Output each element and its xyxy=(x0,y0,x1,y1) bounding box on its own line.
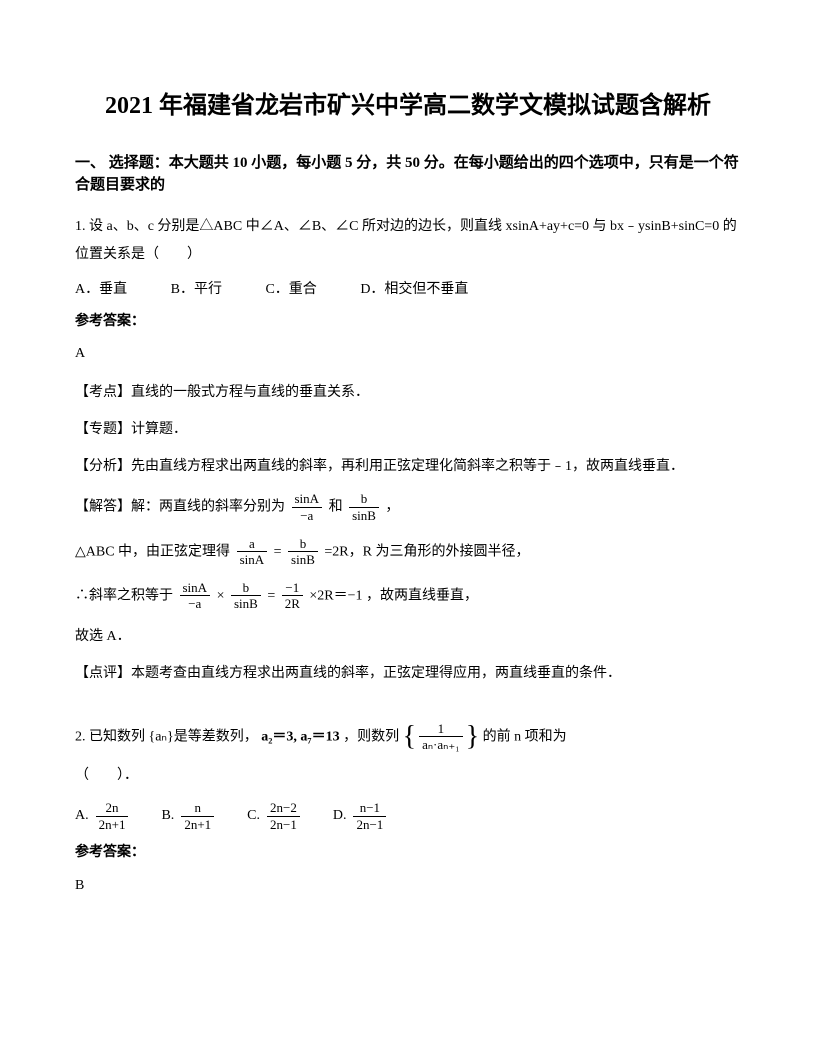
option-2d: D. n−1 2n−1 xyxy=(333,800,389,832)
fraction-a-sina: a sinA xyxy=(237,536,268,568)
analysis-topic: 【专题】计算题． xyxy=(75,417,741,442)
sequence-braces: { 1 aₙ·aₙ₊₁ } xyxy=(403,721,480,753)
fraction-b-sinb: b sinB xyxy=(288,536,318,568)
q2-suffix: 的前 n 项和为 xyxy=(483,729,567,744)
sequence-fraction: 1 aₙ·aₙ₊₁ xyxy=(419,721,463,753)
solve-mid: 和 xyxy=(329,500,343,515)
question-2-options: A. 2n 2n+1 B. n 2n+1 C. 2n−2 2n−1 D. n−1… xyxy=(75,800,741,832)
slope-line: ∴斜率之积等于 sinA −a × b sinB = −1 2R ×2R＝−1 … xyxy=(75,580,741,612)
answer-value-1: A xyxy=(75,343,741,365)
q2-condition: a₂＝3, a₇＝13 xyxy=(261,729,339,744)
answer-label-2: 参考答案： xyxy=(75,842,741,864)
analysis-text: 【分析】先由直线方程求出两直线的斜率，再利用正弦定理化简斜率之积等于﹣1，故两直… xyxy=(75,454,741,479)
slope-prefix: ∴斜率之积等于 xyxy=(75,588,173,603)
option-a: A．垂直 xyxy=(75,279,127,301)
answer-value-2: B xyxy=(75,875,741,897)
equals-sign: = xyxy=(274,544,282,559)
answer-label-1: 参考答案： xyxy=(75,311,741,333)
option-d: D．相交但不垂直 xyxy=(360,279,468,301)
times-1: × xyxy=(217,588,225,603)
analysis-point: 【考点】直线的一般式方程与直线的垂直关系． xyxy=(75,380,741,405)
page-title: 2021 年福建省龙岩市矿兴中学高二数学文模拟试题含解析 xyxy=(75,90,741,124)
option-b: B．平行 xyxy=(171,279,222,301)
option-2a: A. 2n 2n+1 xyxy=(75,800,131,832)
fraction-slope-3: −1 2R xyxy=(282,580,303,612)
question-2-text: 2. 已知数列 {aₙ}是等差数列， a₂＝3, a₇＝13 ，则数列 { 1 … xyxy=(75,721,741,753)
question-1-text: 1. 设 a、b、c 分别是△ABC 中∠A、∠B、∠C 所对边的边长，则直线 … xyxy=(75,213,741,269)
fraction-sinb: b sinB xyxy=(349,491,379,523)
abc-line: △ABC 中，由正弦定理得 a sinA = b sinB =2R，R 为三角形… xyxy=(75,536,741,568)
fraction-slope-2: b sinB xyxy=(231,580,261,612)
fraction-sina: sinA −a xyxy=(292,491,323,523)
fraction-slope-1: sinA −a xyxy=(180,580,211,612)
abc-suffix: =2R，R 为三角形的外接圆半径， xyxy=(324,544,529,559)
solve-line-1: 【解答】解：两直线的斜率分别为 sinA −a 和 b sinB ， xyxy=(75,491,741,523)
equals-2: = xyxy=(267,588,275,603)
q2-paren: （ ）． xyxy=(75,763,741,788)
option-2c: C. 2n−2 2n−1 xyxy=(247,800,303,832)
section-header: 一、 选择题：本大题共 10 小题，每小题 5 分，共 50 分。在每小题给出的… xyxy=(75,152,741,197)
option-2b: B. n 2n+1 xyxy=(161,800,217,832)
solve-prefix: 【解答】解：两直线的斜率分别为 xyxy=(75,500,285,515)
conclusion: 故选 A． xyxy=(75,624,741,649)
q2-prefix: 2. 已知数列 {aₙ}是等差数列， xyxy=(75,729,258,744)
slope-suffix: ，故两直线垂直， xyxy=(366,588,478,603)
question-1-options: A．垂直 B．平行 C．重合 D．相交但不垂直 xyxy=(75,279,741,301)
option-c: C．重合 xyxy=(265,279,316,301)
solve-suffix: ， xyxy=(385,500,399,515)
review: 【点评】本题考查由直线方程求出两直线的斜率，正弦定理得应用，两直线垂直的条件． xyxy=(75,661,741,686)
slope-result: ×2R＝−1 xyxy=(309,588,362,603)
abc-prefix: △ABC 中，由正弦定理得 xyxy=(75,544,230,559)
q2-mid: ，则数列 xyxy=(343,729,399,744)
